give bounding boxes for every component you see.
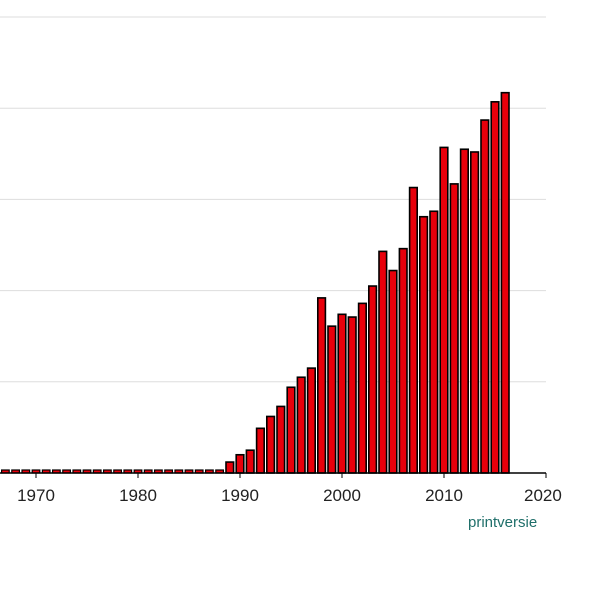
- x-tick-label-2010: 2010: [425, 486, 463, 505]
- bar-1992: [255, 427, 266, 474]
- bar-1998: [316, 297, 327, 474]
- bar-2010: [439, 146, 449, 474]
- bar-1995: [286, 386, 296, 474]
- bar-2005: [388, 269, 398, 474]
- bar-1989: [225, 461, 235, 474]
- bar-2016: [500, 91, 510, 474]
- bar-1994: [276, 405, 286, 474]
- x-tick-label-1980: 1980: [119, 486, 157, 505]
- bar-2004: [378, 250, 388, 474]
- bar-2015: [490, 101, 500, 474]
- bar-2007: [408, 186, 419, 474]
- bar-1990: [235, 453, 245, 474]
- bar-2014: [480, 119, 490, 474]
- bar-2002: [357, 302, 368, 474]
- bar-2006: [398, 247, 408, 474]
- bar-2001: [347, 316, 357, 474]
- x-axis-ticks: 1970 1980 1990 2000 2010 2020: [0, 472, 562, 505]
- bar-2009: [429, 210, 439, 474]
- x-tick-label-1970: 1970: [17, 486, 55, 505]
- bars: [1, 91, 510, 474]
- bar-1993: [265, 415, 276, 474]
- x-tick-label-2020: 2020: [524, 486, 562, 505]
- bar-1996: [296, 376, 306, 474]
- bar-1991: [245, 449, 255, 474]
- bar-2011: [449, 183, 459, 474]
- bar-1999: [327, 325, 337, 474]
- bar-2008: [418, 215, 429, 474]
- print-version-link[interactable]: printversie: [468, 514, 538, 531]
- bar-2000: [337, 313, 347, 474]
- bar-2013: [469, 151, 480, 474]
- bar-2003: [367, 285, 378, 474]
- x-tick-label-1990: 1990: [221, 486, 259, 505]
- bar-2012: [459, 148, 470, 474]
- bar-1997: [306, 367, 317, 474]
- x-tick-label-2000: 2000: [323, 486, 361, 505]
